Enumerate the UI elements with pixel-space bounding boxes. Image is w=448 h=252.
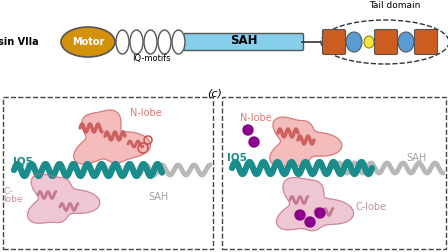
Ellipse shape	[172, 30, 185, 54]
Text: SAH: SAH	[406, 153, 426, 163]
Polygon shape	[276, 177, 353, 231]
Text: IQ-motifs: IQ-motifs	[132, 54, 170, 64]
Ellipse shape	[144, 30, 157, 54]
Circle shape	[295, 210, 305, 220]
Text: IQ5: IQ5	[227, 153, 247, 163]
FancyBboxPatch shape	[414, 29, 438, 54]
Text: lobe: lobe	[3, 196, 22, 205]
Text: IQ5: IQ5	[13, 157, 33, 167]
Ellipse shape	[130, 30, 143, 54]
Text: SAH: SAH	[148, 192, 168, 202]
Text: (c): (c)	[207, 88, 223, 98]
Polygon shape	[270, 117, 342, 166]
Ellipse shape	[346, 32, 362, 52]
Bar	[3, 97, 213, 249]
FancyBboxPatch shape	[184, 34, 303, 50]
Circle shape	[249, 137, 259, 147]
Ellipse shape	[398, 32, 414, 52]
FancyBboxPatch shape	[323, 29, 345, 54]
Text: Motor: Motor	[72, 37, 104, 47]
Text: N-lobe: N-lobe	[130, 108, 162, 118]
Circle shape	[243, 125, 253, 135]
Ellipse shape	[158, 30, 171, 54]
Polygon shape	[73, 110, 151, 164]
Ellipse shape	[364, 36, 374, 48]
Ellipse shape	[116, 30, 129, 54]
Bar	[222, 97, 446, 249]
Text: Tail domain: Tail domain	[369, 1, 421, 10]
Text: SAH: SAH	[230, 35, 257, 47]
Text: C-lobe: C-lobe	[356, 202, 387, 212]
FancyBboxPatch shape	[375, 29, 397, 54]
Circle shape	[315, 208, 325, 218]
Text: sin VIIa: sin VIIa	[0, 37, 39, 47]
Text: N-lobe: N-lobe	[240, 113, 272, 123]
Text: C-: C-	[3, 187, 13, 197]
Ellipse shape	[61, 27, 115, 57]
Circle shape	[305, 217, 315, 227]
Polygon shape	[27, 174, 100, 223]
